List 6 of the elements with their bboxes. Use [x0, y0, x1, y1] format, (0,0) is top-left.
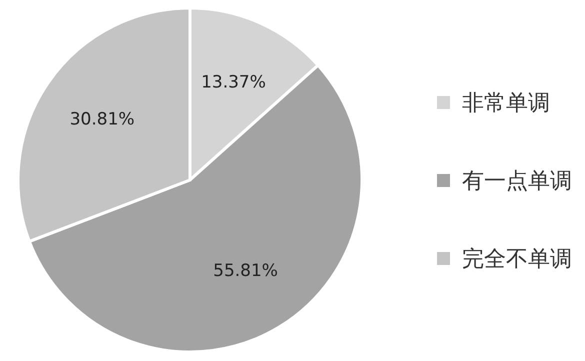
legend-label: 有一点单调 [462, 168, 572, 196]
legend-label: 完全不单调 [462, 246, 572, 274]
data-label: 55.81% [213, 261, 278, 282]
data-label: 13.37% [201, 72, 266, 93]
data-label: 30.81% [70, 110, 135, 130]
legend-label: 非常单调 [462, 90, 550, 118]
